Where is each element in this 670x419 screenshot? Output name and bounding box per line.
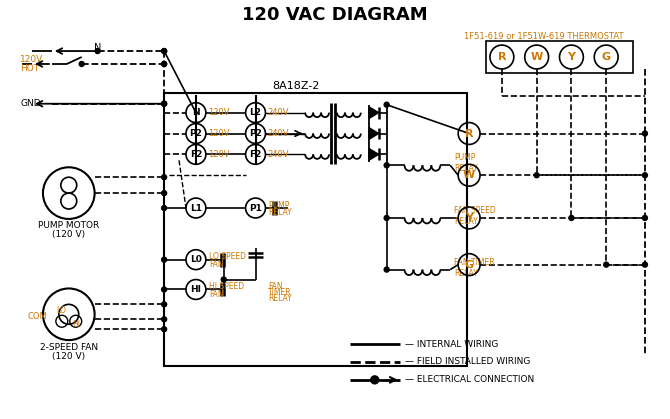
Polygon shape (369, 127, 379, 140)
Text: G: G (602, 52, 611, 62)
Circle shape (161, 206, 167, 210)
Text: GND: GND (20, 99, 41, 108)
Circle shape (604, 262, 608, 267)
Bar (164, 93, 467, 366)
Circle shape (643, 173, 647, 178)
Circle shape (95, 49, 100, 54)
Text: PUMP
RELAY: PUMP RELAY (454, 153, 478, 173)
Text: FAN SPEED
RELAY: FAN SPEED RELAY (454, 206, 496, 226)
Text: HI: HI (190, 285, 202, 294)
Text: RELAY: RELAY (269, 209, 292, 217)
Circle shape (161, 49, 167, 54)
Text: Y: Y (465, 213, 473, 223)
Circle shape (161, 191, 167, 196)
Text: L2: L2 (249, 108, 261, 117)
Text: P1: P1 (249, 204, 262, 212)
Circle shape (371, 376, 379, 384)
Circle shape (534, 173, 539, 178)
Text: FAN: FAN (269, 282, 283, 291)
Circle shape (221, 277, 226, 282)
Text: — FIELD INSTALLED WIRING: — FIELD INSTALLED WIRING (405, 357, 530, 367)
Text: (120 V): (120 V) (52, 352, 85, 360)
Text: P2: P2 (190, 129, 202, 138)
Text: HI: HI (73, 320, 80, 329)
Circle shape (161, 49, 167, 54)
Text: LO: LO (56, 306, 66, 315)
Text: FAN: FAN (209, 290, 224, 299)
Text: HOT: HOT (20, 65, 40, 73)
Text: FAN TIMER
RELAY: FAN TIMER RELAY (454, 258, 495, 278)
Text: TIMER: TIMER (269, 288, 292, 297)
Text: 8A18Z-2: 8A18Z-2 (272, 81, 320, 91)
Circle shape (161, 287, 167, 292)
Text: R: R (498, 52, 506, 62)
Text: RELAY: RELAY (269, 294, 292, 303)
Circle shape (643, 131, 647, 136)
Text: N: N (94, 43, 101, 53)
Circle shape (384, 215, 389, 220)
Text: HI SPEED: HI SPEED (209, 282, 244, 291)
Text: 120V: 120V (208, 108, 229, 117)
Text: F2: F2 (249, 150, 262, 159)
Polygon shape (369, 107, 379, 119)
Text: F2: F2 (190, 150, 202, 159)
Circle shape (384, 102, 389, 107)
Circle shape (161, 62, 167, 67)
Text: — ELECTRICAL CONNECTION: — ELECTRICAL CONNECTION (405, 375, 534, 384)
Text: L0: L0 (190, 255, 202, 264)
Text: W: W (531, 52, 543, 62)
Circle shape (161, 302, 167, 307)
Text: 1F51-619 or 1F51W-619 THERMOSTAT: 1F51-619 or 1F51W-619 THERMOSTAT (464, 32, 623, 41)
Text: 120V: 120V (208, 150, 229, 159)
Bar (486, 41, 633, 73)
Text: 240V: 240V (267, 108, 289, 117)
Text: FAN: FAN (209, 260, 224, 269)
Text: 2-SPEED FAN: 2-SPEED FAN (40, 343, 98, 352)
Text: PUMP: PUMP (269, 201, 290, 210)
Text: COM: COM (27, 312, 47, 321)
Text: LO SPEED: LO SPEED (209, 252, 246, 261)
Circle shape (161, 327, 167, 332)
Circle shape (161, 317, 167, 322)
Text: 120V: 120V (20, 54, 44, 64)
Text: N: N (192, 108, 200, 117)
Circle shape (643, 215, 647, 220)
Circle shape (643, 262, 647, 267)
Text: Y: Y (567, 52, 576, 62)
Text: 120V: 120V (208, 129, 229, 138)
Text: 120 VAC DIAGRAM: 120 VAC DIAGRAM (242, 6, 428, 24)
Text: PUMP MOTOR: PUMP MOTOR (38, 221, 99, 230)
Circle shape (79, 62, 84, 67)
Text: G: G (464, 260, 474, 270)
Circle shape (161, 62, 167, 67)
Circle shape (161, 175, 167, 180)
Text: 240V: 240V (267, 129, 289, 138)
Text: W: W (463, 170, 475, 180)
Circle shape (161, 101, 167, 106)
Text: (120 V): (120 V) (52, 230, 85, 239)
Text: P2: P2 (249, 129, 262, 138)
Text: R: R (465, 129, 474, 139)
Text: — INTERNAL WIRING: — INTERNAL WIRING (405, 340, 498, 349)
Text: L1: L1 (190, 204, 202, 212)
Polygon shape (369, 148, 379, 160)
Circle shape (569, 215, 574, 220)
Circle shape (161, 257, 167, 262)
Text: 240V: 240V (267, 150, 289, 159)
Circle shape (384, 267, 389, 272)
Circle shape (161, 101, 167, 106)
Circle shape (384, 163, 389, 168)
